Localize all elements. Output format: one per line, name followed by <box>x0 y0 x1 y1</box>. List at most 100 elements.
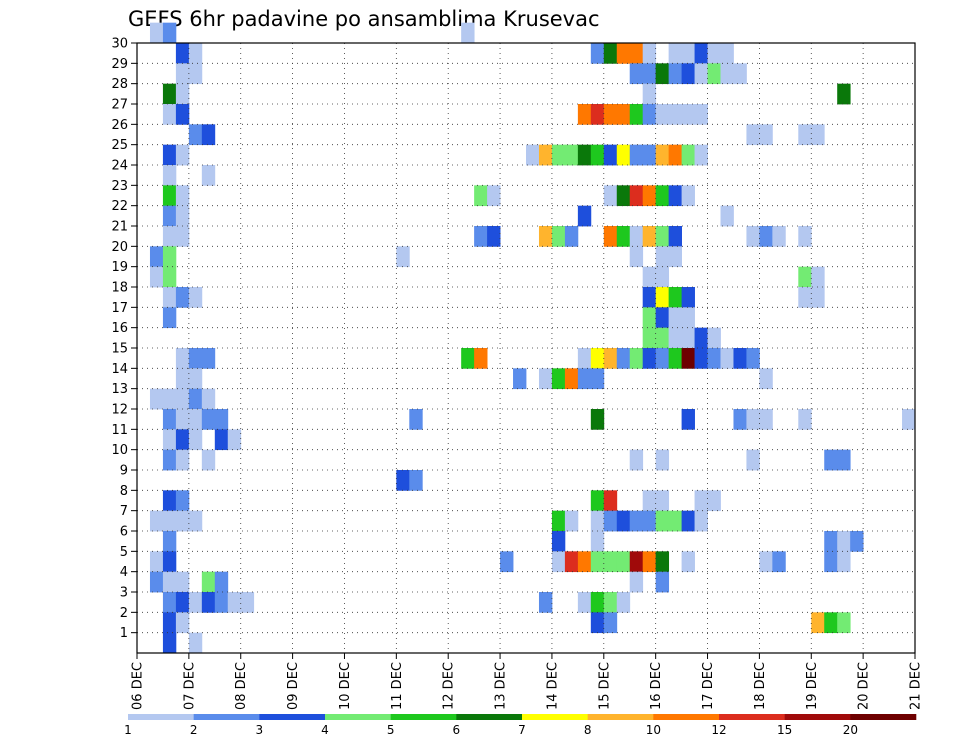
heatmap-cell <box>681 43 695 64</box>
heatmap-cell <box>577 348 592 369</box>
heatmap-cell <box>707 327 721 349</box>
y-tick-label: 12 <box>111 403 128 418</box>
heatmap-cell <box>902 409 916 430</box>
heatmap-cell <box>629 226 644 247</box>
heatmap-cell <box>655 490 670 512</box>
heatmap-cell <box>655 63 670 85</box>
heatmap-cell <box>409 470 423 491</box>
heatmap-cell <box>162 510 177 532</box>
legend-label: 5 <box>387 723 395 737</box>
heatmap-cell <box>668 104 682 125</box>
heatmap-cell <box>668 246 682 268</box>
legend-label: 15 <box>777 723 792 737</box>
heatmap-cell <box>694 104 708 125</box>
heatmap-cell <box>616 348 631 369</box>
heatmap-cell <box>162 226 177 247</box>
heatmap-cell <box>162 307 177 329</box>
heatmap-cell <box>746 348 760 369</box>
heatmap-cell <box>474 226 488 247</box>
heatmap-cell <box>642 266 657 288</box>
heatmap-cell <box>409 409 423 430</box>
heatmap-cell <box>642 510 657 532</box>
heatmap-cell <box>551 531 566 552</box>
heatmap-cell <box>201 592 216 613</box>
heatmap-cell <box>798 226 812 247</box>
heatmap-cell <box>681 551 695 573</box>
y-tick-label: 21 <box>111 220 128 235</box>
heatmap-cell <box>175 287 190 308</box>
heatmap-cell <box>162 632 177 654</box>
legend-label: 20 <box>843 723 858 737</box>
heatmap-cell <box>162 409 177 430</box>
heatmap-cell <box>824 531 838 552</box>
heatmap-cell <box>733 63 747 85</box>
y-tick-label: 3 <box>120 586 128 601</box>
y-tick-label: 13 <box>111 382 128 397</box>
heatmap-cell <box>694 327 708 349</box>
heatmap-cell <box>681 185 695 207</box>
heatmap-cell <box>149 388 164 410</box>
legend-swatch <box>128 714 194 720</box>
heatmap-cell <box>694 144 708 166</box>
heatmap-cell <box>214 592 229 613</box>
x-tick-label: 14 DEC <box>545 662 560 710</box>
heatmap-cell <box>694 63 708 85</box>
heatmap-cell <box>811 287 825 308</box>
y-tick-label: 24 <box>111 159 128 174</box>
heatmap-cell <box>175 388 190 410</box>
heatmap-cell <box>162 429 177 451</box>
x-tick-label: 07 DEC <box>182 662 197 710</box>
heatmap-cell <box>681 104 695 125</box>
heatmap-cell <box>175 490 190 512</box>
heatmap-cell <box>668 226 682 247</box>
heatmap-cell <box>642 43 657 64</box>
heatmap-cell <box>175 144 190 166</box>
heatmap-cell <box>668 307 682 329</box>
heatmap-cell <box>188 429 203 451</box>
heatmap-cell <box>590 104 605 125</box>
heatmap-cell <box>175 409 190 430</box>
color-legend: 1 2 3 4 5 6 7 8 10 12 15 20 <box>124 714 917 737</box>
heatmap-cell <box>149 571 164 593</box>
y-tick-label: 26 <box>111 118 128 133</box>
heatmap-cell <box>577 104 592 125</box>
heatmap-cell <box>201 571 216 593</box>
heatmap-cell <box>175 449 190 471</box>
heatmap-cell <box>162 165 177 186</box>
heatmap-cell <box>798 266 812 288</box>
heatmap-cell <box>681 348 695 369</box>
heatmap-cell <box>162 246 177 268</box>
heatmap-cell <box>629 43 644 64</box>
heatmap-cell <box>175 104 190 125</box>
x-tick-label: 08 DEC <box>234 662 249 710</box>
heatmap-cell <box>603 592 618 613</box>
heatmap-cell <box>175 510 190 532</box>
heatmap-cell <box>162 571 177 593</box>
heatmap-cell <box>642 307 657 329</box>
heatmap-cell <box>759 226 773 247</box>
heatmap-cell <box>188 124 203 146</box>
heatmap-cell <box>720 205 734 227</box>
y-tick-label: 30 <box>111 37 128 52</box>
heatmap-cell <box>655 510 670 532</box>
heatmap-cell <box>694 490 708 512</box>
legend-swatch <box>784 714 851 720</box>
heatmap-cell <box>175 571 190 593</box>
heatmap-cell <box>642 144 657 166</box>
heatmap-cell <box>616 510 631 532</box>
heatmap-cell <box>551 144 566 166</box>
heatmap-cell <box>551 226 566 247</box>
legend-swatch <box>522 714 588 720</box>
heatmap-cell <box>162 551 177 573</box>
heatmap-cell <box>603 185 618 207</box>
heatmap-cell <box>175 429 190 451</box>
heatmap-cell <box>616 592 631 613</box>
legend-label: 6 <box>453 723 461 737</box>
heatmap-cell <box>487 185 501 207</box>
heatmap-cell <box>201 165 216 186</box>
heatmap-cell <box>577 368 592 390</box>
heatmap-cell <box>461 22 475 44</box>
heatmap-cell <box>616 104 631 125</box>
y-tick-label: 9 <box>120 464 128 479</box>
x-tick-label: 06 DEC <box>131 662 146 710</box>
